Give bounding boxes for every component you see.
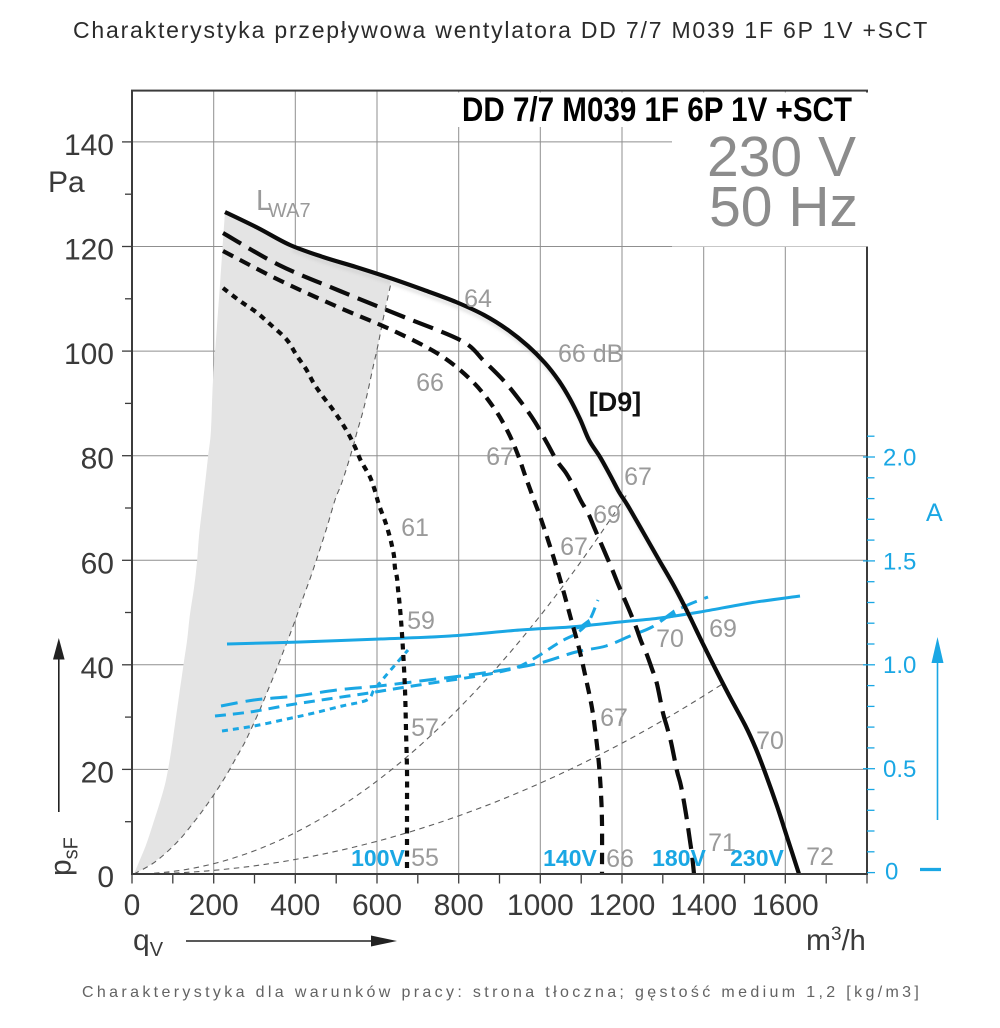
svg-text:66: 66 (606, 845, 634, 873)
svg-text:0: 0 (97, 861, 114, 894)
svg-text:1400: 1400 (670, 889, 737, 922)
svg-text:400: 400 (270, 889, 320, 922)
svg-text:57: 57 (411, 714, 439, 742)
svg-text:67: 67 (624, 463, 652, 491)
svg-text:1600: 1600 (752, 889, 819, 922)
svg-text:66: 66 (416, 369, 444, 397)
svg-text:DD 7/7 M039 1F 6P 1V +SCT: DD 7/7 M039 1F 6P 1V +SCT (462, 91, 852, 129)
svg-text:70: 70 (756, 727, 784, 755)
svg-text:1.5: 1.5 (883, 548, 916, 575)
svg-text:40: 40 (81, 652, 114, 685)
svg-text:WA7: WA7 (268, 200, 311, 222)
svg-text:100V: 100V (351, 845, 405, 871)
svg-text:200: 200 (189, 889, 239, 922)
svg-text:60: 60 (81, 547, 114, 580)
svg-text:140: 140 (64, 129, 114, 162)
svg-text:0.5: 0.5 (883, 756, 916, 783)
svg-text:1000: 1000 (507, 889, 574, 922)
svg-text:66 dB: 66 dB (558, 340, 623, 368)
svg-text:L: L (256, 185, 272, 217)
svg-text:59: 59 (407, 607, 435, 635)
svg-text:140V: 140V (543, 845, 597, 871)
svg-text:64: 64 (464, 285, 492, 313)
svg-text:230V: 230V (730, 845, 784, 871)
svg-text:Pa: Pa (48, 166, 85, 199)
svg-text:qV: qV (133, 924, 164, 961)
svg-text:800: 800 (434, 889, 484, 922)
svg-text:67: 67 (560, 533, 588, 561)
svg-text:67: 67 (486, 443, 514, 471)
svg-text:67: 67 (600, 704, 628, 732)
svg-text:120: 120 (64, 234, 114, 267)
svg-text:71: 71 (708, 829, 736, 857)
svg-text:m3/h: m3/h (806, 924, 866, 957)
svg-text:55: 55 (411, 844, 439, 872)
svg-text:180V: 180V (652, 845, 706, 871)
svg-text:230 V: 230 V (707, 125, 856, 189)
svg-text:[D9]: [D9] (589, 387, 642, 417)
svg-text:69: 69 (709, 615, 737, 643)
svg-text:0: 0 (885, 859, 898, 886)
svg-text:600: 600 (352, 889, 402, 922)
svg-text:80: 80 (81, 443, 114, 476)
svg-text:psF: psF (45, 837, 83, 876)
svg-text:0: 0 (124, 889, 141, 922)
svg-text:A: A (926, 499, 943, 527)
svg-text:20: 20 (81, 756, 114, 789)
svg-text:1200: 1200 (589, 889, 656, 922)
svg-text:72: 72 (806, 843, 834, 871)
svg-text:61: 61 (401, 514, 429, 542)
svg-text:100: 100 (64, 338, 114, 371)
svg-text:2.0: 2.0 (883, 444, 916, 471)
svg-text:70: 70 (656, 625, 684, 653)
svg-text:1.0: 1.0 (883, 652, 916, 679)
svg-text:69: 69 (593, 501, 621, 529)
svg-text:50 Hz: 50 Hz (709, 175, 858, 239)
